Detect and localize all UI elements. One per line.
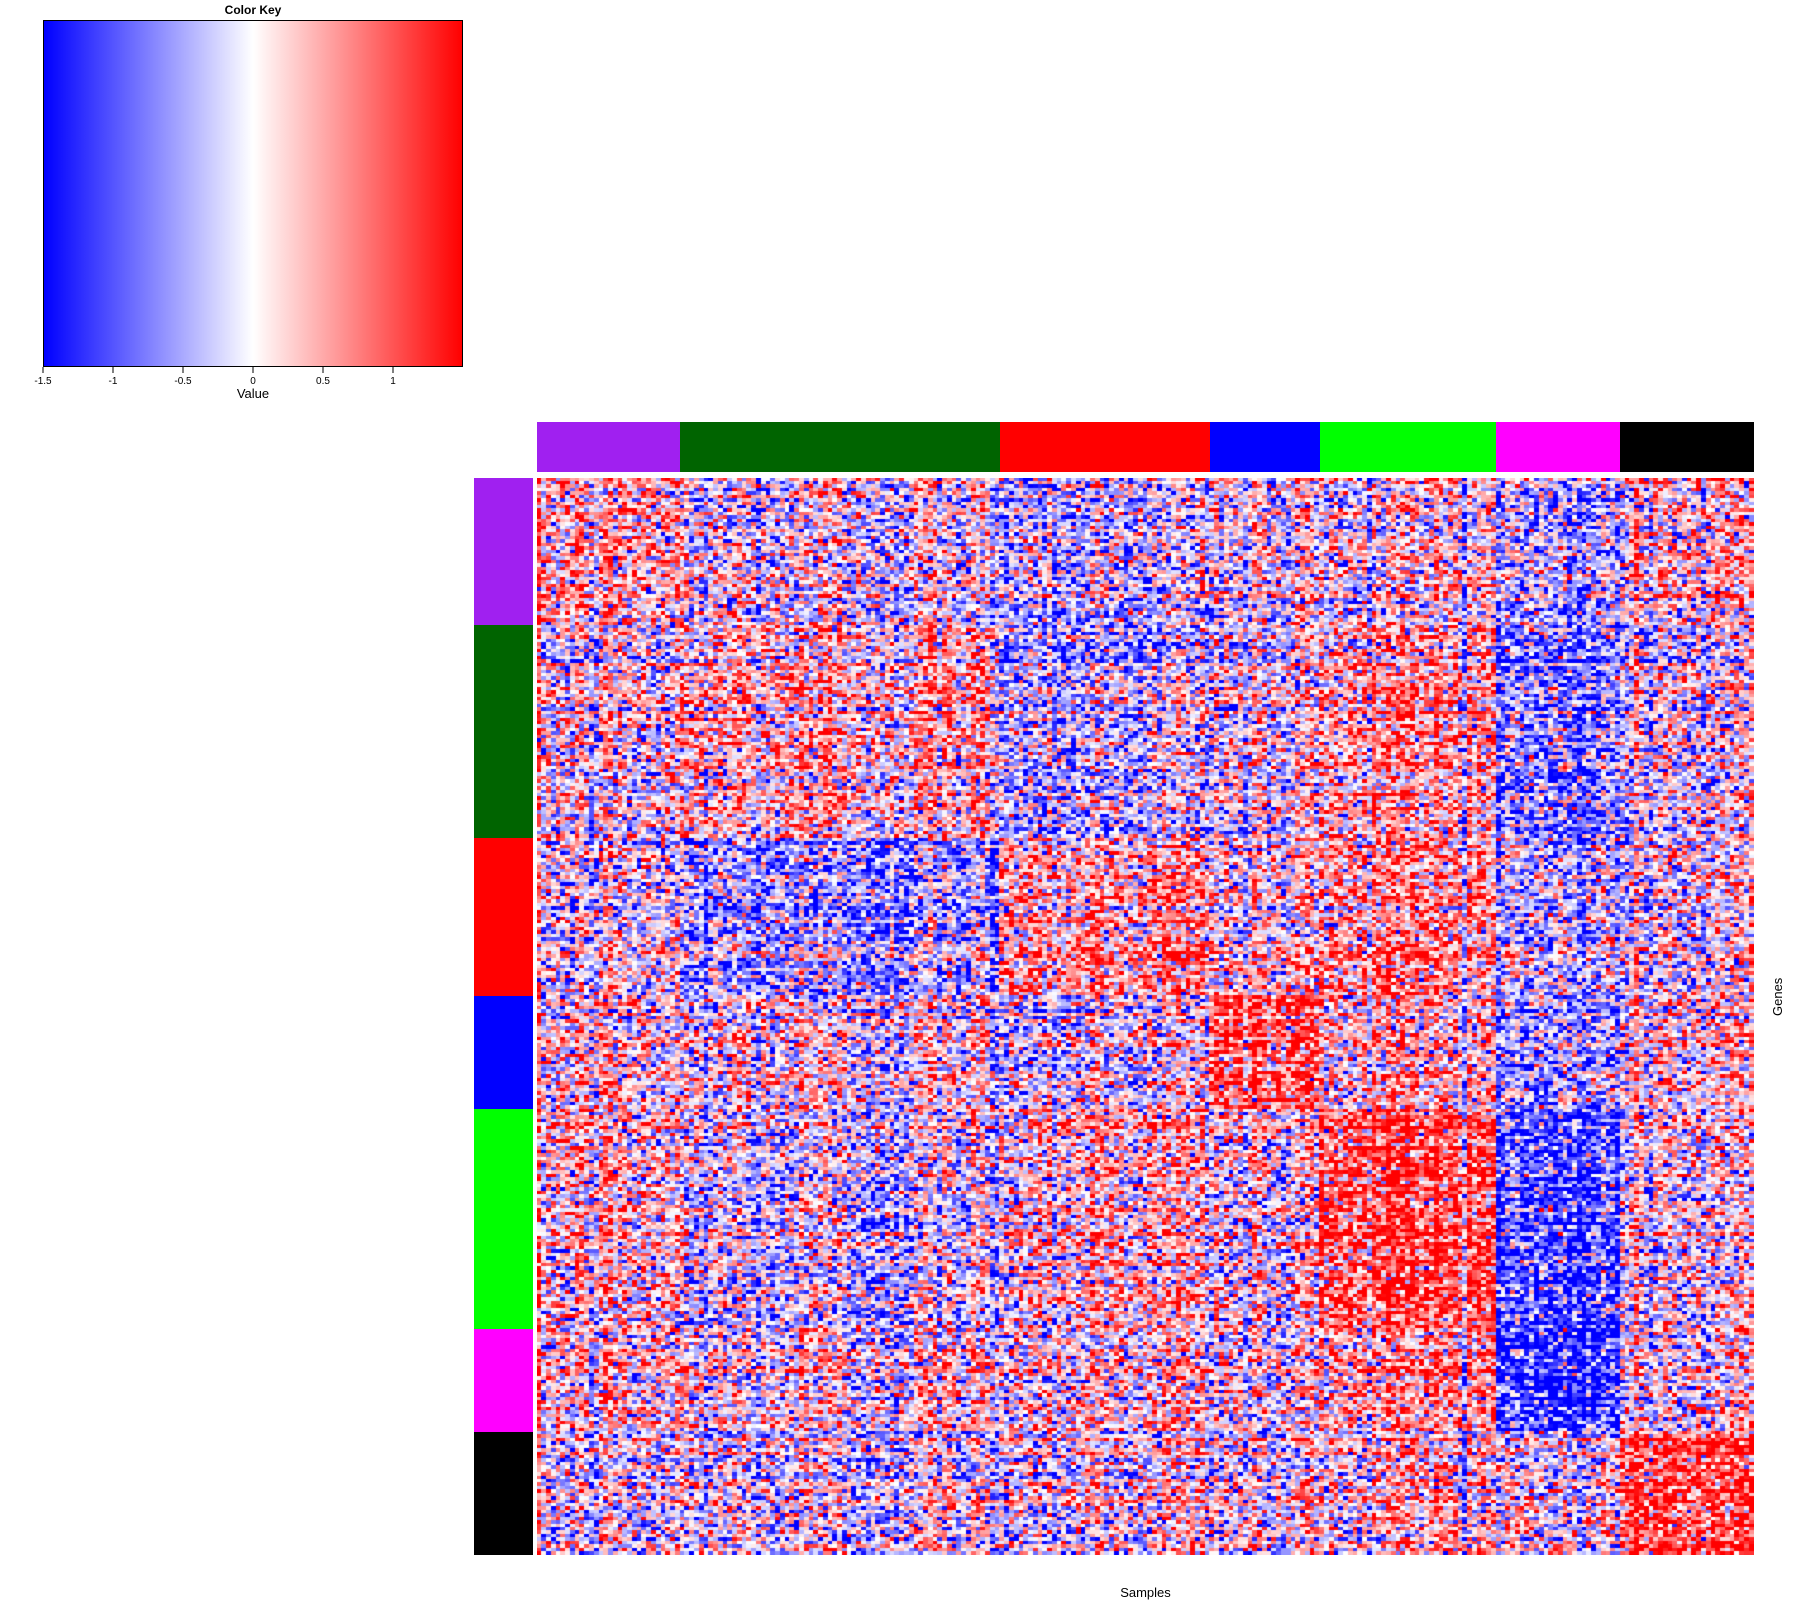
row-cluster-5 (474, 1109, 533, 1329)
color-key-tick-label: -1.5 (34, 376, 52, 387)
color-key-value-label: Value (236, 386, 270, 401)
column-cluster-7 (1620, 422, 1754, 472)
column-cluster-1 (537, 422, 681, 472)
color-key-title: Color Key (224, 3, 282, 17)
row-side-colors (474, 478, 533, 1555)
column-cluster-5 (1319, 422, 1497, 472)
column-cluster-3 (999, 422, 1210, 472)
color-key-tick-label: 0 (250, 376, 256, 387)
color-key-tick-label: 1 (390, 376, 396, 387)
color-key-gradient (43, 20, 463, 367)
row-cluster-4 (474, 995, 533, 1110)
color-key-axis: -1.5 -1 -0.5 0 0.5 1 (34, 367, 396, 387)
row-cluster-3 (474, 838, 533, 996)
y-axis-label: Genes (1770, 977, 1785, 1016)
heatmap-matrix (537, 478, 1754, 1555)
color-key-tick-label: 0.5 (316, 376, 330, 387)
column-cluster-6 (1496, 422, 1621, 472)
color-key-tick-label: -1 (109, 376, 118, 387)
row-cluster-7 (474, 1431, 533, 1555)
column-cluster-4 (1209, 422, 1320, 472)
row-cluster-2 (474, 625, 533, 839)
row-cluster-6 (474, 1328, 533, 1432)
column-cluster-2 (680, 422, 1000, 472)
x-axis-label: Samples (1120, 1585, 1171, 1600)
color-key-tick-label: -0.5 (174, 376, 192, 387)
row-cluster-1 (474, 478, 533, 626)
column-side-colors (537, 422, 1754, 472)
